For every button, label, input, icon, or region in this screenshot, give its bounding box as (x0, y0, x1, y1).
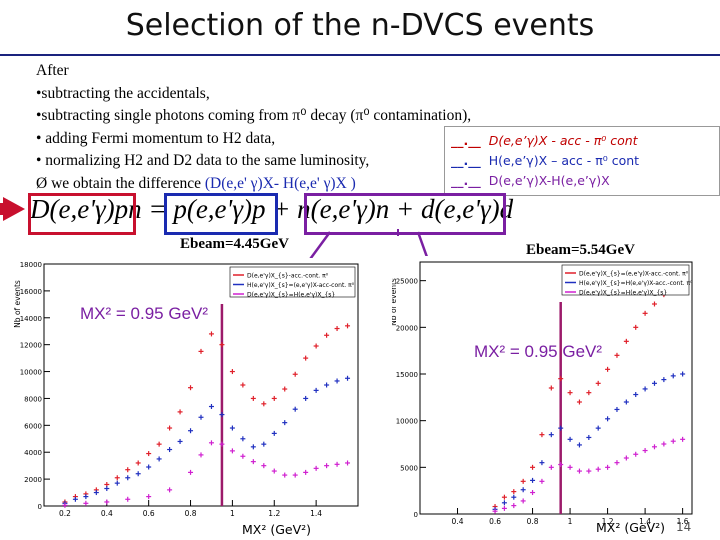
bullet-pi0: •subtracting single photons coming from … (36, 107, 472, 124)
x-tick-label-5: 1.4 (639, 517, 651, 524)
bullet-accidentals: •subtracting the accidentals, (36, 84, 210, 102)
bullet-difference-text: Ø we obtain the difference (36, 174, 205, 192)
x-axis-label-left: MX² (GeV²) (242, 522, 312, 537)
plot-legend-box (561, 264, 690, 296)
x-tick-label-5: 1.2 (268, 509, 280, 518)
y-tick-label-2: 4000 (24, 449, 42, 457)
legend-h-label: H(e,e’γ)X – acc - π⁰ cont (488, 153, 640, 168)
equation-box-nd (304, 193, 506, 235)
title-rule (0, 54, 720, 56)
legend-d-label: D(e,e’γ)X - acc - π⁰ cont (488, 133, 638, 148)
plot-right: 0 5000 10000 15000 20000 25000 0.4 0.6 0.8 1 1.2 1.… (392, 256, 698, 524)
pointer-arrow-icon (3, 197, 25, 221)
plot-legend-label-0: D(e,e'γ)X_{s}=(e,e'γ)X-acc.-cont. π⁰ (579, 271, 689, 278)
bullet-fermi: • adding Fermi momentum to H2 data, (36, 129, 276, 147)
y-axis-title: Nb of events (13, 280, 22, 328)
bullet-normalize: • normalizing H2 and D2 data to the same… (36, 152, 370, 169)
reaction-equation: D(e,e'γ)pn = p(e,e'γ)p + n(e,e'γ)n + d(e… (30, 194, 514, 224)
legend-h-row: __.__ H(e,e’γ)X – acc - π⁰ cont (451, 153, 639, 168)
mx-cut-left: MX² = 0.95 GeV² (80, 304, 209, 323)
legend-diff-row: __.__ D(e,e’γ)X-H(e,e’γ)X (451, 173, 610, 188)
plot-legend-label-2: D(e,e'γ)X_{s}=H(e,e'γ)X_{s} (579, 290, 667, 297)
x-tick-label-1: 0.6 (489, 517, 501, 524)
plot-left: 0 2000 4000 6000 8000 10000 12000 14000 16000 180… (10, 258, 366, 520)
y-tick-label-5: 10000 (20, 369, 42, 377)
plot-legend-label-1: H(e,e'γ)X_{s}=H(e,e'γ)X-acc.-cont. π⁰ (579, 280, 693, 287)
x-tick-label-0: 0.4 (452, 517, 464, 524)
bullet-difference-formula: (D(e,e' γ)X- H(e,e' γ)X ) (204, 174, 356, 192)
y-tick-label-3: 15000 (396, 371, 418, 379)
bullet-difference: Ø we obtain the difference (D(e,e' γ)X- … (36, 173, 471, 196)
y-tick-label-7: 14000 (20, 315, 42, 323)
plot-legend-label-0: D(e,e'γ)X_{s}-acc.-cont. π⁰ (247, 273, 329, 280)
ebeam-right-label: Ebeam=5.54GeV (526, 242, 635, 258)
plot-legend-box (229, 266, 356, 298)
x-tick-label-6: 1.6 (677, 517, 689, 524)
y-tick-label-1: 2000 (24, 476, 42, 484)
equation-box-p (164, 193, 278, 235)
slide-title: Selection of the n-DVCS events (125, 8, 595, 43)
x-axis-label-right: MX² (GeV²) (596, 520, 666, 535)
y-tick-label-3: 6000 (24, 422, 42, 430)
legend-d-marker: __.__ (451, 133, 481, 148)
x-tick-label-1: 0.4 (101, 509, 113, 518)
legend-h-marker: __.__ (451, 153, 481, 168)
y-tick-label-0: 0 (38, 503, 42, 511)
y-tick-label-0: 0 (414, 511, 418, 519)
x-tick-label-6: 1.4 (310, 509, 322, 518)
legend-diff-marker: __.__ (451, 173, 481, 188)
x-tick-label-2: 0.6 (143, 509, 155, 518)
y-tick-label-5: 25000 (396, 278, 418, 286)
y-tick-label-1: 5000 (400, 464, 418, 472)
x-tick-label-2: 0.8 (527, 517, 539, 524)
y-axis-title: Nb of events (392, 278, 398, 326)
page-number: 14 (676, 520, 692, 534)
legend-diff-label: D(e,e’γ)X-H(e,e’γ)X (488, 173, 610, 188)
x-tick-label-3: 0.8 (185, 509, 197, 518)
legend-d-row: __.__ D(e,e’γ)X - acc - π⁰ cont (451, 133, 638, 148)
x-tick-label-4: 1 (230, 509, 235, 518)
bullet-list: After •subtracting the accidentals, •sub… (36, 60, 471, 195)
y-tick-label-2: 10000 (396, 418, 418, 426)
channel-legend: __.__ D(e,e’γ)X - acc - π⁰ cont __.__ H(… (444, 126, 720, 196)
y-tick-label-8: 16000 (20, 288, 42, 296)
bullet-intro: After (36, 62, 69, 79)
equation-box-d (28, 193, 136, 235)
mx-cut-right: MX² = 0.95 GeV² (474, 342, 603, 361)
y-tick-label-4: 8000 (24, 395, 42, 403)
y-tick-label-9: 18000 (20, 261, 42, 269)
ebeam-left-label: Ebeam=4.45GeV (180, 236, 289, 252)
plot-legend-label-2: D(e,e'γ)X_{s}=H(e,e'γ)X_{s} (247, 292, 335, 299)
x-tick-label-3: 1 (568, 517, 573, 524)
plot-frame (43, 263, 359, 507)
x-tick-label-0: 0.2 (59, 509, 71, 518)
plot-frame (419, 261, 693, 515)
plot-legend-label-1: H(e,e'γ)X_{s}=(e,e'γ)X-acc-cont. π⁰ (247, 282, 355, 289)
x-tick-label-4: 1.2 (602, 517, 614, 524)
y-tick-label-4: 20000 (396, 324, 418, 332)
y-tick-label-6: 12000 (20, 342, 42, 350)
